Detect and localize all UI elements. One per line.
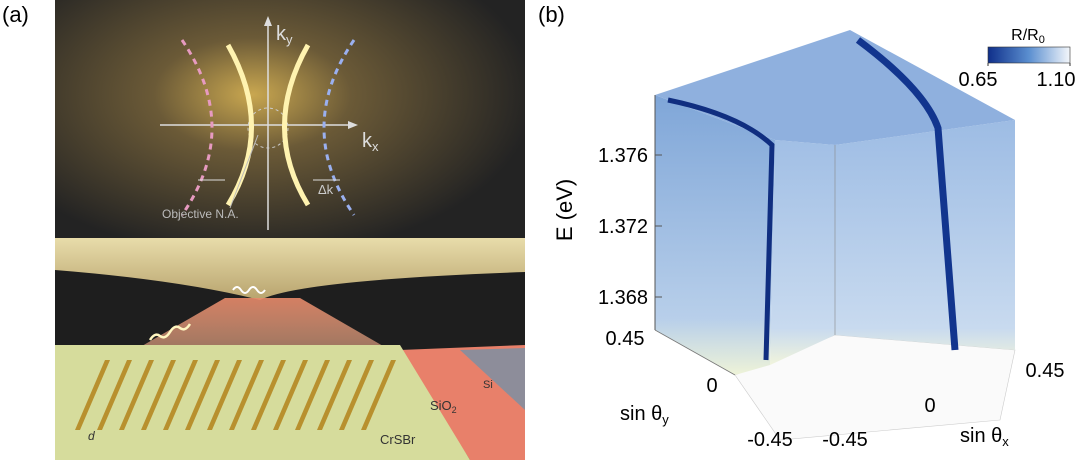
text: y (662, 412, 669, 427)
dispersion-line (667, 97, 775, 361)
y-axis-title: sin θy (620, 403, 669, 427)
band-curve (282, 43, 311, 207)
colorbar (987, 46, 1071, 64)
text: 0 (1039, 34, 1045, 46)
delta-k-label: Δk (318, 182, 334, 197)
grating-bar (273, 360, 308, 430)
grating-bar (185, 360, 220, 430)
y-tick-label: 0.45 (606, 328, 645, 350)
text: x (1002, 434, 1009, 449)
text: sin θ (960, 425, 1002, 447)
x-axis-title: sin θx (960, 425, 1009, 449)
na-circle (247, 107, 289, 149)
colorbar-min-label: 0.65 (959, 69, 998, 91)
e-tick-label: 1.368 (598, 287, 648, 309)
edge (654, 329, 736, 376)
y-tick-label: 0 (706, 375, 717, 397)
lens (55, 238, 525, 300)
y-tick-label: -0.45 (747, 429, 793, 451)
arrow (264, 16, 272, 26)
grating-bar (317, 360, 352, 430)
e-axis-title: E (eV) (552, 179, 577, 241)
pointer (229, 134, 259, 209)
text: R/R (1011, 27, 1039, 44)
dashed-curve (180, 39, 214, 216)
grating-bar (97, 360, 132, 430)
grating-bar (229, 360, 264, 430)
dispersion-line (855, 37, 959, 351)
grating-bar (163, 360, 198, 430)
top-face (655, 30, 1015, 145)
d-label: d (88, 429, 95, 443)
si-layer (460, 348, 525, 410)
crsbr-label: CrSBr (380, 432, 416, 447)
grating-bar (207, 360, 242, 430)
text: sin θ (620, 403, 662, 425)
objective-label: Objective N.A. (162, 207, 239, 221)
x-tick-label: 0 (924, 395, 935, 417)
text: 2 (452, 405, 457, 415)
grating-bar (141, 360, 176, 430)
panel-label: (b) (538, 2, 565, 27)
panel-label: (a) (2, 2, 29, 27)
e-tick-label: 1.372 (598, 216, 648, 238)
dashed-curve (322, 39, 356, 216)
grating-bar (119, 360, 154, 430)
left-face (655, 95, 775, 375)
text: y (286, 32, 293, 47)
si-label: Si (483, 379, 493, 391)
light-cone (135, 298, 390, 350)
sio2-label: SiO2 (430, 398, 457, 415)
x-tick-label: -0.45 (822, 429, 868, 451)
grating-bar (75, 360, 110, 430)
text: SiO (430, 398, 452, 413)
gratings (75, 360, 396, 430)
text: x (372, 139, 379, 154)
grating-bar (361, 360, 396, 430)
e-tick-label: 1.376 (598, 145, 648, 167)
glow (55, 0, 525, 270)
text: k (276, 23, 287, 45)
colorbar-title: R/R0 (1011, 27, 1045, 46)
text: k (362, 130, 373, 152)
colorbar-max-label: 1.10 (1037, 69, 1076, 91)
wave (232, 286, 266, 294)
x-tick-label: 0.45 (1026, 360, 1065, 382)
grating-bar (339, 360, 374, 430)
grating-bar (251, 360, 286, 430)
wave (148, 323, 192, 341)
right-face (770, 120, 1015, 365)
kx-label: kx (362, 130, 379, 154)
grating-bar (295, 360, 330, 430)
ky-label: ky (276, 23, 293, 47)
arrow (348, 121, 358, 129)
